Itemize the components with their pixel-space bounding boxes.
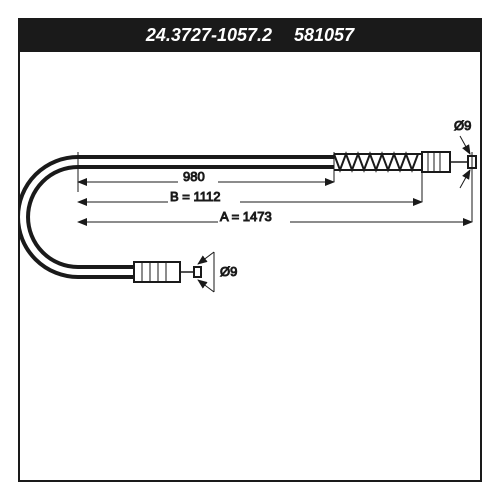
part-code: 581057 [294, 25, 354, 46]
part-number: 24.3727-1057.2 [146, 25, 272, 46]
spring-coil [334, 154, 422, 170]
technical-drawing: Ø9 Ø9 980 B = 1112 [18, 52, 482, 480]
dia-bottom-label: Ø9 [220, 264, 237, 279]
dim-980: 980 [78, 169, 334, 184]
dim-a-label: A = 1473 [220, 209, 272, 224]
dim-b: B = 1112 [78, 189, 422, 204]
diameter-bottom: Ø9 [198, 252, 237, 292]
dia-top-label: Ø9 [454, 118, 471, 133]
fitting-top [422, 152, 450, 172]
fitting-bottom [134, 262, 201, 282]
dim-980-label: 980 [183, 169, 205, 184]
dim-b-label: B = 1112 [170, 189, 220, 204]
dim-a: A = 1473 [78, 209, 472, 224]
diameter-top: Ø9 [454, 118, 471, 188]
diagram-canvas: 24.3727-1057.2 581057 [0, 0, 500, 500]
header-bar: 24.3727-1057.2 581057 [18, 18, 482, 52]
